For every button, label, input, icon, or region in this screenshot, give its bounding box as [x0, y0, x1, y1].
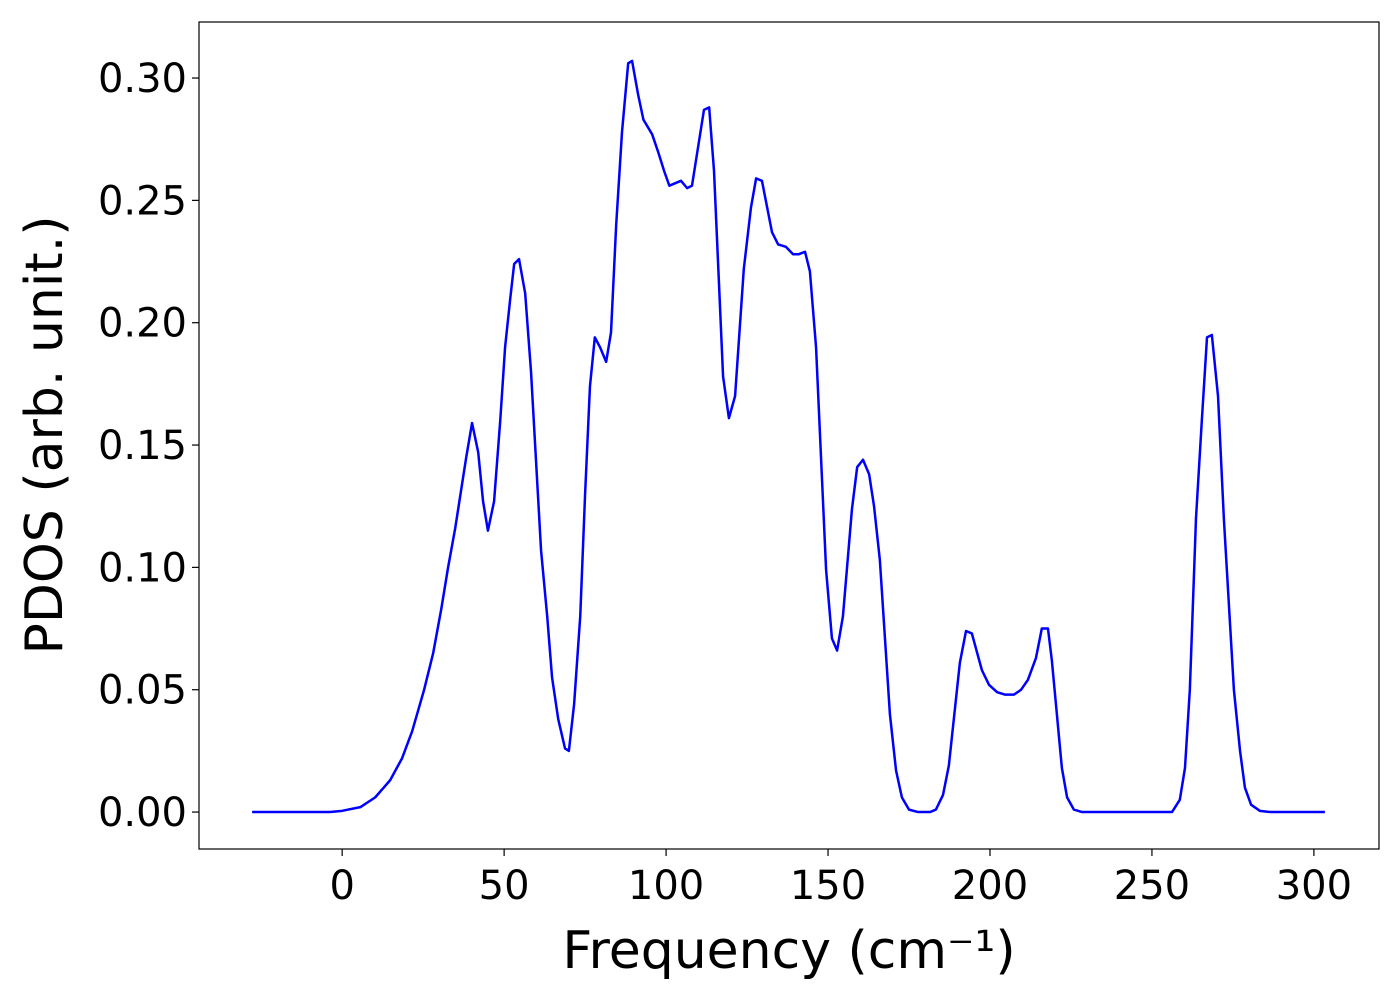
y-tick-label: 0.15 [98, 423, 187, 469]
y-tick-label: 0.00 [98, 790, 187, 836]
plot-frame [198, 21, 1380, 850]
x-tick-label: 300 [1276, 863, 1352, 909]
y-tick-label: 0.10 [98, 545, 187, 591]
y-tick-label: 0.30 [98, 56, 187, 102]
x-tick-label: 250 [1114, 863, 1190, 909]
y-tick-label: 0.25 [98, 178, 187, 224]
x-tick-label: 200 [952, 863, 1028, 909]
data-line [252, 59, 1325, 814]
y-tick-label: 0.20 [98, 301, 187, 347]
x-tick-label: 50 [479, 863, 530, 909]
y-axis-label: PDOS (arb. unit.) [15, 215, 75, 654]
x-tick-label: 100 [628, 863, 704, 909]
x-tick-label: 0 [329, 863, 354, 909]
y-tick-label: 0.05 [98, 668, 187, 714]
x-tick-label: 150 [790, 863, 866, 909]
x-axis-label: Frequency (cm⁻¹) [562, 921, 1015, 981]
